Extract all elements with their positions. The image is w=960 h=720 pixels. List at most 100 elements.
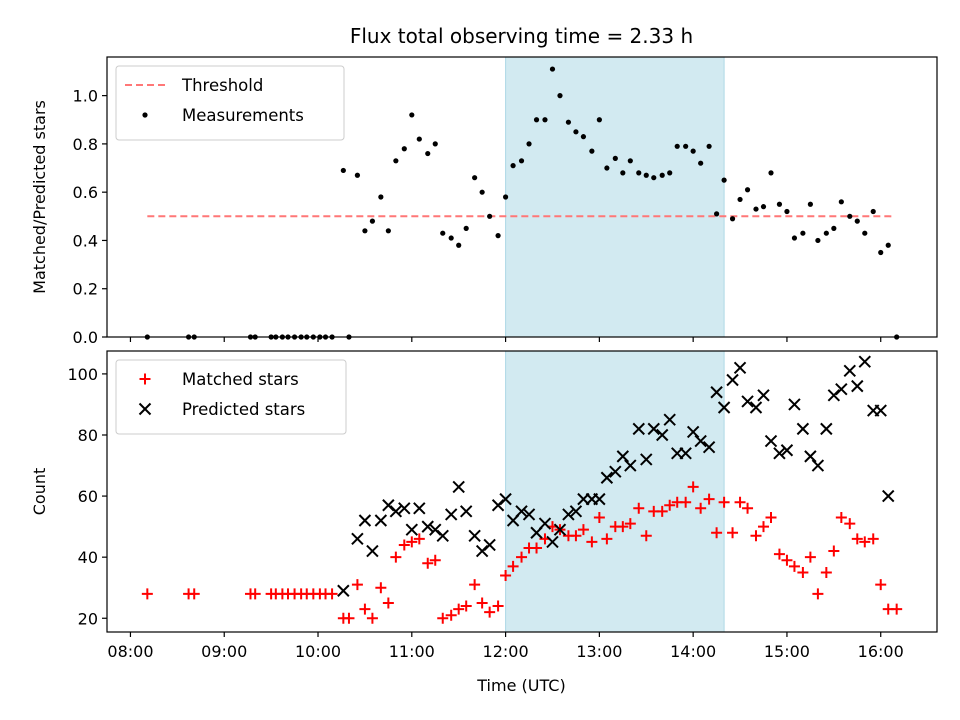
data-point (549, 66, 556, 72)
data-point (679, 447, 692, 460)
data-point (557, 93, 563, 99)
data-point (390, 551, 402, 563)
x-axis-label: Time (UTC) (476, 676, 565, 695)
data-point (351, 579, 363, 591)
data-point (452, 480, 465, 494)
y-tick-label: 60 (78, 487, 98, 506)
data-point (664, 499, 676, 511)
chart-title: Flux total observing time = 2.33 h (350, 24, 693, 48)
data-point (656, 428, 669, 442)
data-point (359, 603, 371, 615)
data-point (757, 389, 770, 402)
data-point (343, 612, 355, 624)
data-point (533, 117, 540, 123)
data-point (667, 170, 673, 176)
data-point (781, 554, 793, 566)
legend: Matched stars Predicted stars (115, 359, 347, 435)
legend-dot-icon (142, 112, 148, 118)
data-point (870, 208, 876, 215)
data-point (616, 450, 630, 463)
data-point (765, 511, 777, 523)
data-point (492, 600, 504, 612)
data-point (757, 521, 769, 533)
data-point (580, 134, 587, 140)
y-tick-label: 40 (78, 548, 98, 567)
data-point (601, 533, 613, 545)
data-point (600, 471, 614, 484)
data-point (358, 514, 372, 527)
data-point (656, 505, 668, 517)
data-point (636, 170, 642, 176)
data-point (366, 612, 378, 624)
data-point (851, 379, 864, 393)
plot-frame (106, 350, 938, 633)
data-point (456, 242, 462, 248)
data-point (753, 206, 759, 212)
data-point (891, 603, 903, 615)
data-point (882, 489, 895, 503)
data-point (764, 434, 778, 448)
data-point (432, 141, 438, 147)
data-point (374, 514, 388, 527)
data-point (788, 398, 801, 411)
data-point (804, 551, 816, 563)
data-point (429, 554, 441, 566)
ratio-panel: 0.0 0.2 0.4 0.6 0.8 1.0 Matched/Predicted star… (30, 56, 938, 347)
data-point (831, 225, 837, 231)
data-point (472, 175, 478, 181)
data-point (878, 249, 884, 256)
data-point (479, 189, 485, 195)
data-point (750, 530, 762, 542)
data-point (874, 404, 887, 417)
series-predicted-stars (337, 355, 895, 597)
data-point (440, 230, 446, 236)
data-point (375, 582, 387, 594)
x-tick-label: 09:00 (201, 642, 247, 661)
data-point (695, 502, 707, 514)
x-tick-label: 15:00 (764, 642, 810, 661)
highlight-span (505, 350, 725, 633)
data-point (487, 213, 493, 219)
data-point (788, 560, 800, 572)
data-point (768, 170, 774, 176)
data-point (847, 213, 853, 219)
data-point (749, 401, 763, 414)
data-point (807, 201, 813, 207)
data-point (468, 529, 481, 542)
data-point (463, 225, 469, 231)
data-point (627, 158, 633, 164)
y-tick-label: 0.8 (73, 135, 98, 154)
data-point (398, 502, 411, 515)
data-point (531, 542, 543, 554)
data-point (718, 496, 730, 508)
legend-label: Predicted stars (182, 400, 305, 419)
data-point (647, 422, 660, 436)
data-point (862, 230, 868, 236)
data-point (448, 235, 454, 241)
data-point (835, 511, 847, 523)
data-point (593, 492, 606, 506)
data-point (422, 557, 434, 569)
data-point (604, 165, 610, 171)
data-point (885, 242, 891, 248)
data-point (542, 117, 548, 123)
data-point (553, 523, 567, 536)
y-tick-label: 80 (78, 426, 98, 445)
data-point (510, 163, 516, 169)
data-point (640, 530, 652, 542)
data-point (784, 208, 790, 215)
data-point (502, 194, 509, 200)
data-point (796, 422, 810, 436)
data-point (617, 521, 629, 533)
data-point (416, 136, 422, 142)
data-point (573, 129, 579, 135)
x-tick-label: 10:00 (295, 642, 341, 661)
data-point (760, 204, 767, 210)
legend-label: Measurements (182, 106, 304, 125)
data-point (835, 382, 848, 396)
data-point (690, 148, 696, 154)
data-point (515, 505, 528, 518)
data-point (773, 447, 786, 460)
data-point (620, 170, 626, 176)
